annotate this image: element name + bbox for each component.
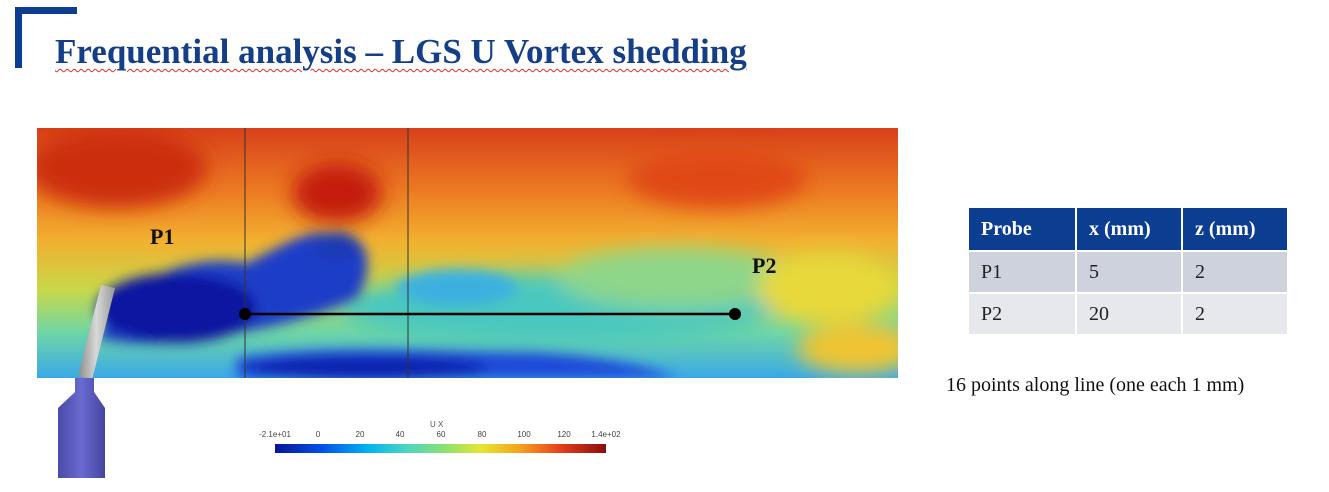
colorbar-tick: 60 [436,430,446,439]
colorbar: U X -2.1e+01 0 20 40 60 80 100 120 1.4e+… [258,420,638,460]
velocity-field-image: P1 P2 [37,128,898,378]
table-cell: P1 [967,250,1077,294]
colorbar-gradient [275,444,606,453]
table-cell: 20 [1075,292,1183,336]
injector-nozzle [58,285,115,478]
colorbar-tick: 20 [355,430,365,439]
table-cell: 2 [1181,292,1289,336]
table-header: x (mm) [1075,206,1183,252]
probe-point-p2 [729,308,741,320]
probe-label-p2: P2 [752,253,777,278]
table-row: P2 20 2 [967,292,1289,336]
colorbar-tick: 40 [395,430,405,439]
flow-field-svg [37,128,898,378]
slide-title: Frequential analysis – LGS U Vortex shed… [55,32,747,71]
probe-point-p1 [239,308,251,320]
table-header-row: Probe x (mm) z (mm) [967,206,1289,252]
table-header: Probe [967,206,1077,252]
colorbar-tick: 0 [315,430,321,439]
probe-table: Probe x (mm) z (mm) P1 5 2 P2 20 2 [967,206,1289,336]
table-cell: 2 [1181,250,1289,294]
table-header: z (mm) [1181,206,1289,252]
corner-bracket-horizontal [15,7,77,14]
probe-note: 16 points along line (one each 1 mm) [946,374,1245,396]
corner-bracket-vertical [15,7,22,68]
colorbar-tick: -2.1e+01 [259,430,291,439]
table-cell: 5 [1075,250,1183,294]
colorbar-tick: 100 [517,430,531,439]
table-cell: P2 [967,292,1077,336]
colorbar-title: U X [430,420,444,429]
colorbar-tick: 120 [557,430,571,439]
colorbar-tick: 1.4e+02 [591,430,621,439]
colorbar-tick: 80 [477,430,487,439]
probe-label-p1: P1 [150,224,175,249]
table-row: P1 5 2 [967,250,1289,294]
